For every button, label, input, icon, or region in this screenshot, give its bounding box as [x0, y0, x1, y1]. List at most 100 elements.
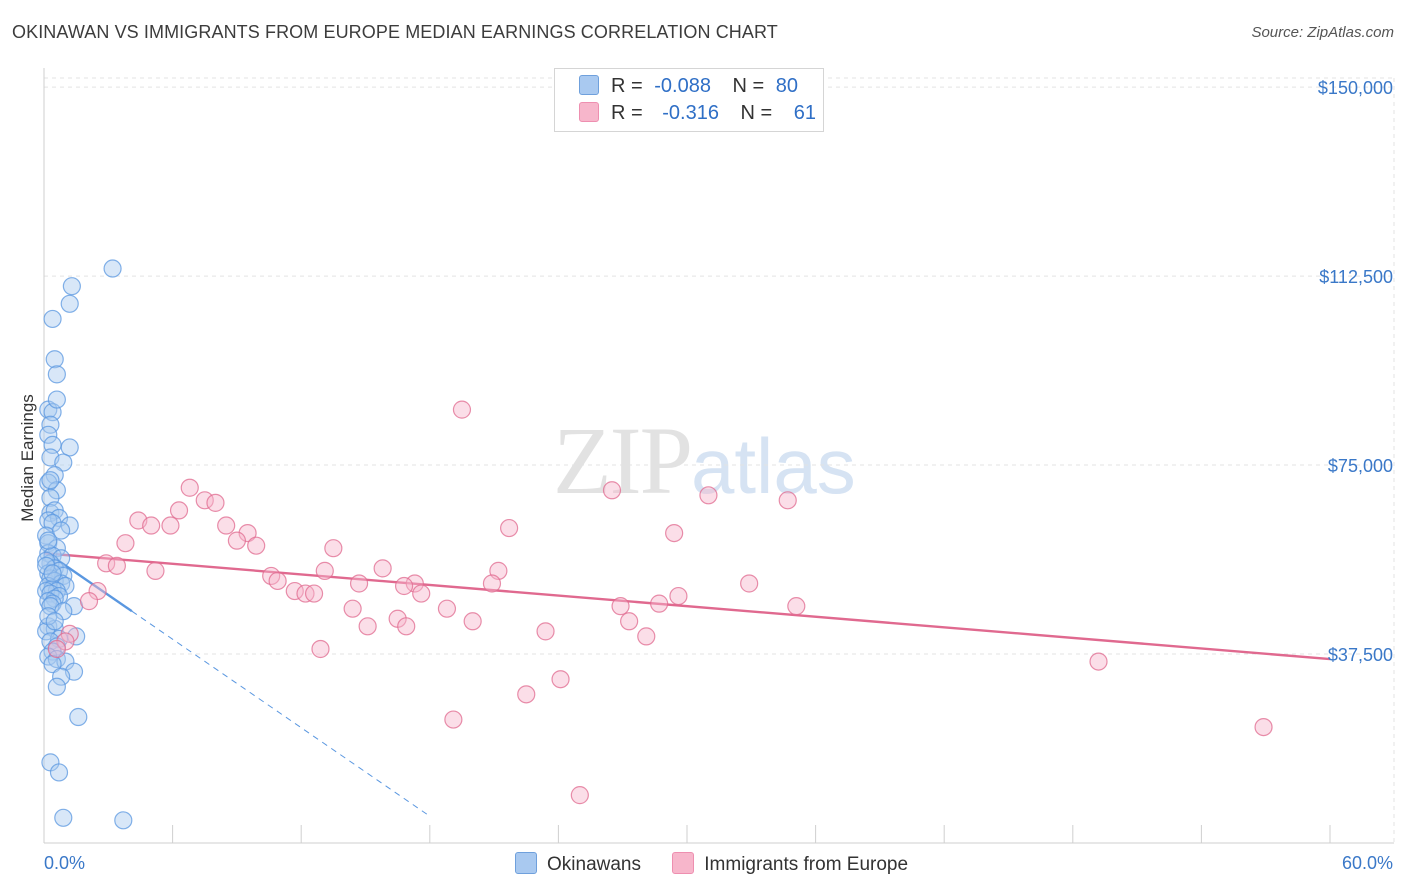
chart-title: OKINAWAN VS IMMIGRANTS FROM EUROPE MEDIA… — [12, 22, 778, 42]
immigrant-europe-point — [247, 536, 266, 555]
okinawan-point — [52, 667, 71, 686]
immigrant-europe-point — [463, 612, 482, 631]
immigrant-europe-point — [778, 491, 797, 510]
immigrant-europe-point — [444, 710, 463, 729]
trend-lines — [43, 549, 1331, 817]
okinawan-point — [62, 277, 81, 296]
series-swatch-okinawans — [515, 852, 537, 874]
immigrant-europe-point — [405, 574, 424, 593]
immigrant-europe-point — [500, 518, 519, 538]
legend-n-label: N = — [740, 102, 773, 124]
immigrant-europe-point — [324, 539, 343, 558]
immigrant-europe-point — [570, 786, 589, 805]
series-label-okinawans: Okinawans — [547, 854, 641, 875]
x-tick-label-max: 60.0% — [1342, 853, 1393, 873]
immigrant-europe-point — [161, 516, 180, 535]
legend-row-okinawans: R = -0.088 N = 80 — [579, 75, 798, 99]
immigrant-europe-point — [517, 685, 536, 704]
okinawan-point — [47, 481, 66, 500]
axis-labels: $37,500 $75,000 $112,500 $150,000 0.0% 60.0% M… — [18, 78, 1393, 873]
immigrant-europe-point — [373, 559, 392, 578]
okinawan-point — [43, 309, 62, 329]
legend-swatch-immigrants-europe — [579, 102, 599, 122]
immigrant-europe-point — [116, 534, 135, 553]
y-axis-title: Median Earnings — [18, 394, 37, 522]
immigrant-europe-point — [637, 627, 656, 646]
okinawan-point — [60, 438, 79, 457]
immigrant-europe-point — [97, 554, 116, 573]
immigrant-europe-point — [268, 571, 287, 591]
x-tick-label-min: 0.0% — [44, 853, 85, 873]
immigrant-europe-point — [206, 493, 225, 512]
immigrant-europe-point — [315, 561, 334, 580]
okinawan-point — [37, 556, 56, 575]
series-legend: Okinawans Immigrants from Europe — [515, 852, 934, 876]
okinawan-point — [47, 365, 66, 384]
immigrant-europe-point — [146, 561, 165, 580]
immigrant-europe-point — [611, 597, 630, 616]
axes — [43, 68, 1394, 844]
correlation-legend: R = -0.088 N = 80 R = -0.316 N = 61 — [554, 68, 824, 132]
immigrant-europe-point — [47, 639, 66, 659]
immigrant-europe-point — [397, 617, 416, 636]
immigrant-europe-point — [1089, 652, 1108, 671]
legend-n-value: 80 — [775, 75, 799, 97]
immigrant-europe-point — [669, 586, 688, 606]
immigrant-europe-point — [343, 599, 362, 618]
okinawan-point — [39, 531, 58, 550]
immigrant-europe-point — [79, 592, 99, 611]
okinawan-point — [52, 521, 71, 540]
okinawan-point — [47, 677, 66, 696]
source-label: Source: ZipAtlas.com — [1251, 24, 1394, 41]
okinawan-point — [103, 259, 122, 278]
okinawan-point — [39, 425, 58, 444]
legend-r-label: R = — [611, 75, 643, 97]
watermark-zip: ZIP — [553, 407, 693, 514]
immigrant-europe-point — [107, 556, 126, 575]
okinawan-point — [69, 707, 88, 727]
series-label-immigrants-europe: Immigrants from Europe — [704, 854, 909, 875]
okinawan-trend-extension — [131, 610, 431, 817]
immigrant-europe-point — [551, 670, 570, 689]
okinawan-point — [54, 808, 73, 827]
immigrant-europe-point — [787, 597, 806, 616]
immigrant-europe-point — [358, 617, 377, 636]
immigrant-europe-point — [238, 523, 257, 543]
immigrant-europe-point — [482, 574, 502, 593]
okinawan-point — [47, 390, 66, 409]
okinawan-point — [45, 612, 64, 631]
immigrant-europe-point — [217, 516, 236, 535]
zipatlas-watermark: ZIPatlas — [553, 405, 856, 516]
immigrant-europe-point — [311, 639, 330, 659]
y-tick-label: $112,500 — [1319, 267, 1393, 287]
y-tick-label: $75,000 — [1328, 456, 1393, 476]
okinawan-point — [43, 655, 62, 674]
data-points — [37, 259, 1273, 830]
immigrant-europe-point — [412, 584, 431, 603]
immigrant-europe-point — [349, 574, 369, 593]
immigrant-europe-point — [304, 584, 324, 603]
immigrant-europe-point — [650, 594, 669, 613]
series-legend-okinawans[interactable]: Okinawans — [515, 852, 641, 876]
y-tick-label: $150,000 — [1318, 78, 1393, 98]
legend-r-value: -0.088 — [654, 75, 711, 97]
immigrant-europe-point — [180, 478, 199, 497]
immigrant-europe-point — [620, 612, 639, 631]
immigrant-europe-point — [1254, 717, 1273, 737]
legend-r-value: -0.316 — [662, 102, 719, 124]
immigrant-europe-point — [536, 622, 555, 641]
immigrant-europe-point — [195, 491, 214, 510]
series-legend-immigrants-europe[interactable]: Immigrants from Europe — [672, 852, 908, 876]
watermark-atlas: atlas — [691, 422, 856, 510]
immigrant-europe-point — [169, 501, 189, 520]
grid-lines — [44, 77, 1395, 843]
okinawan-point — [60, 294, 79, 313]
okinawan-point — [49, 763, 69, 782]
legend-n-label: N = — [732, 75, 765, 97]
immigrant-europe-point — [699, 486, 718, 505]
y-tick-label: $37,500 — [1328, 645, 1393, 665]
immigrant-europe-point — [142, 516, 161, 535]
legend-row-immigrants-europe: R = -0.316 N = 61 — [579, 102, 816, 126]
legend-r-label: R = — [611, 102, 643, 124]
